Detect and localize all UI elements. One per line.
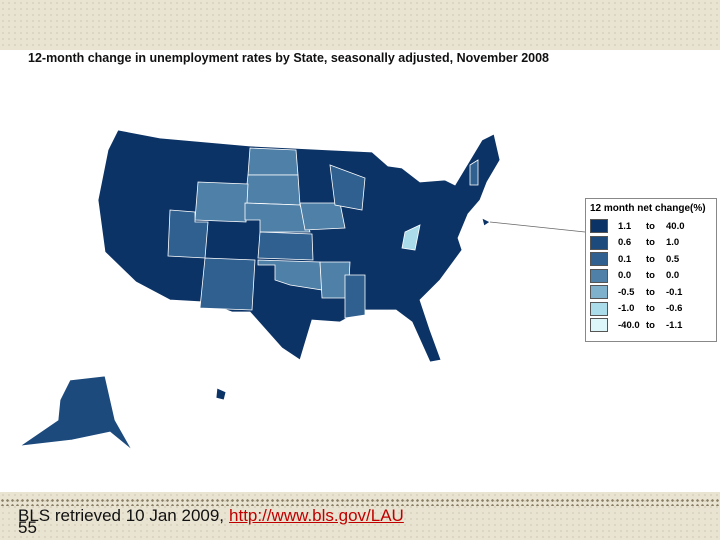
- legend-separator: to: [646, 270, 655, 282]
- state: [167, 209, 209, 259]
- legend-to: -1.1: [666, 319, 683, 331]
- top-band: [0, 0, 720, 50]
- legend-swatch: [590, 219, 608, 234]
- legend-to: -0.6: [666, 303, 683, 315]
- legend-swatch: [590, 235, 608, 250]
- state: [194, 181, 249, 223]
- legend-separator: to: [646, 319, 655, 331]
- legend-from: 0.1: [618, 253, 632, 265]
- alaska: [19, 375, 133, 451]
- map-title: 12-month change in unemployment rates by…: [28, 51, 549, 65]
- legend-separator: to: [646, 303, 655, 315]
- dotted-rule: [0, 498, 720, 506]
- legend-from: 0.6: [618, 237, 632, 249]
- leader-line: [489, 221, 586, 233]
- legend-row: 0.1 to 0.5: [586, 251, 716, 268]
- hawaii: [215, 387, 227, 401]
- legend-title: 12 month net change(%): [590, 203, 706, 214]
- legend-separator: to: [646, 253, 655, 265]
- legend: 12 month net change(%) 1.1 to 40.0 0.6 to 1.0…: [585, 198, 717, 342]
- legend-from: -40.0: [618, 319, 640, 331]
- footer: BLS retrieved 10 Jan 2009, http://www.bls…: [18, 506, 404, 526]
- legend-row: 0.6 to 1.0: [586, 235, 716, 252]
- state: [244, 174, 301, 206]
- state: [257, 231, 314, 261]
- page-number: 55: [18, 518, 37, 537]
- legend-row: -1.0 to -0.6: [586, 301, 716, 318]
- island: [481, 217, 491, 227]
- legend-rows: 1.1 to 40.0 0.6 to 1.0 0.1 to 0.5 0.0 to 0.0 -0.5 to -…: [586, 218, 716, 334]
- legend-swatch: [590, 252, 608, 267]
- legend-swatch: [590, 318, 608, 333]
- legend-separator: to: [646, 237, 655, 249]
- legend-swatch: [590, 301, 608, 316]
- source-text: BLS retrieved 10 Jan 2009,: [18, 506, 225, 525]
- legend-from: -1.0: [618, 303, 635, 315]
- legend-to: -0.1: [666, 286, 683, 298]
- state: [329, 164, 366, 211]
- legend-to: 40.0: [666, 220, 685, 232]
- legend-from: 0.0: [618, 270, 632, 282]
- source-link[interactable]: http://www.bls.gov/LAU: [229, 506, 404, 525]
- legend-swatch: [590, 285, 608, 300]
- state: [299, 202, 346, 231]
- legend-separator: to: [646, 220, 655, 232]
- legend-to: 1.0: [666, 237, 680, 249]
- state: [247, 147, 299, 176]
- legend-swatch: [590, 268, 608, 283]
- legend-from: -0.5: [618, 286, 635, 298]
- us-map: [19, 129, 586, 451]
- legend-to: 0.0: [666, 270, 680, 282]
- legend-from: 1.1: [618, 220, 632, 232]
- legend-row: -0.5 to -0.1: [586, 284, 716, 301]
- legend-row: -40.0 to -1.1: [586, 317, 716, 334]
- legend-separator: to: [646, 286, 655, 298]
- state: [344, 274, 366, 319]
- state: [199, 257, 256, 311]
- legend-to: 0.5: [666, 253, 680, 265]
- state: [401, 224, 421, 251]
- legend-row: 1.1 to 40.0: [586, 218, 716, 235]
- state: [469, 159, 479, 186]
- legend-row: 0.0 to 0.0: [586, 268, 716, 285]
